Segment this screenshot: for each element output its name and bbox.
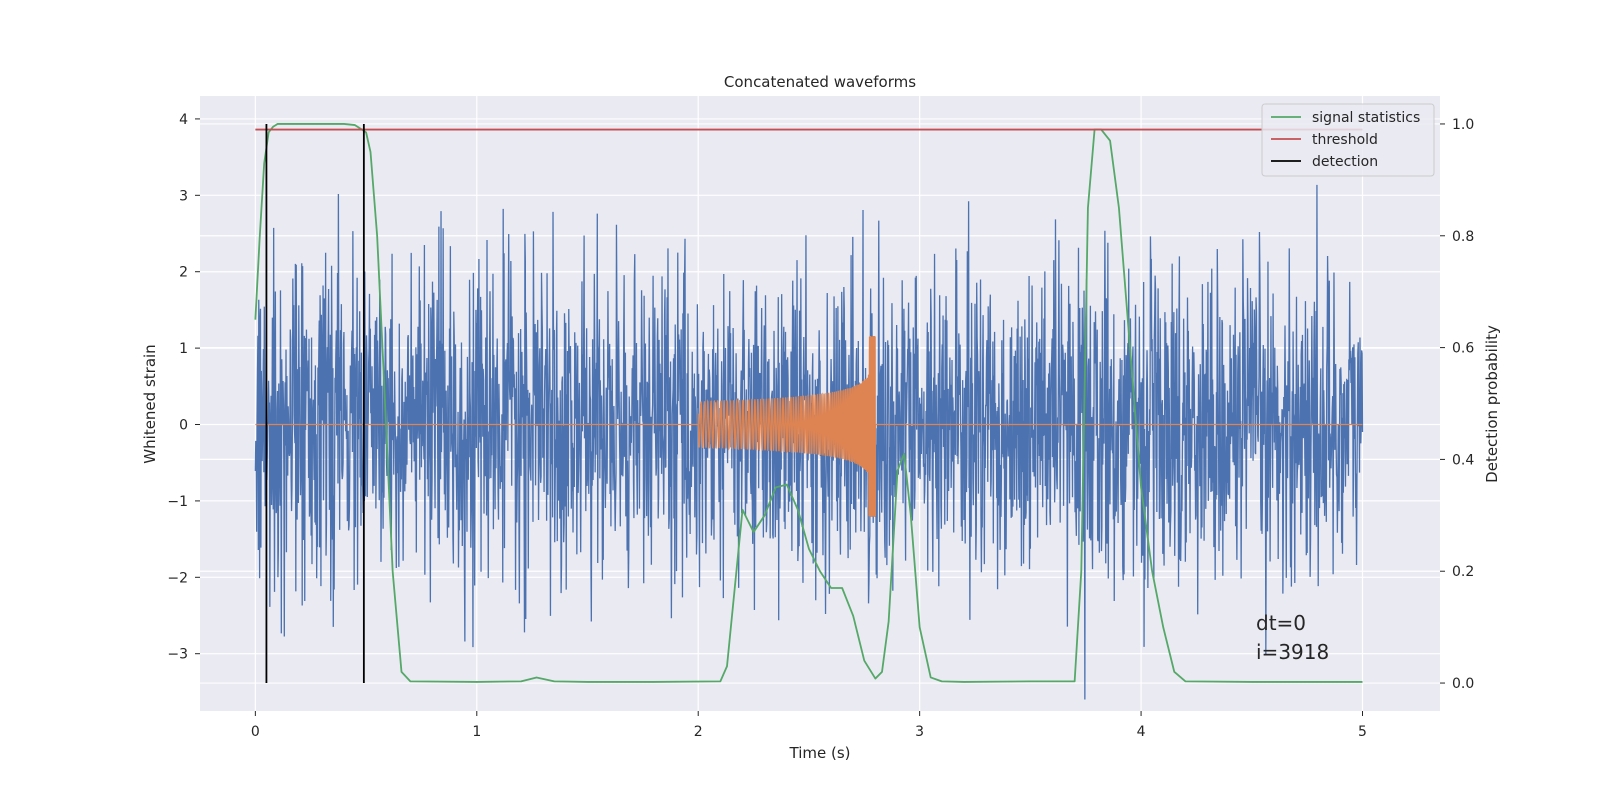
legend-label-threshold: threshold (1312, 132, 1378, 148)
y-axis-label-right: Detection probability (1483, 325, 1501, 483)
x-axis-label: Time (s) (789, 744, 851, 762)
y-tick-label: −2 (167, 570, 188, 586)
y-tick-label: −3 (167, 647, 188, 663)
y-right-tick-label: 0.8 (1452, 229, 1474, 245)
legend-label-signal: signal statistics (1312, 110, 1420, 126)
y-right-tick-label: 0.4 (1452, 452, 1474, 468)
chart-title: Concatenated waveforms (724, 73, 916, 91)
legend-label-detection: detection (1312, 154, 1378, 170)
y-right-tick-label: 0.2 (1452, 564, 1474, 580)
annotation-dt: dt=0 (1256, 611, 1306, 635)
x-tick-label: 4 (1137, 724, 1146, 740)
y-tick-label: 1 (179, 341, 188, 357)
annotation-i: i=3918 (1256, 640, 1329, 664)
y-tick-label: 3 (179, 188, 188, 204)
y-right-tick-label: 0.6 (1452, 341, 1474, 357)
x-tick-label: 3 (915, 724, 924, 740)
y-right-tick-label: 1.0 (1452, 117, 1474, 133)
x-tick-label: 2 (694, 724, 703, 740)
legend-box (1261, 103, 1435, 177)
x-tick-label: 1 (472, 724, 481, 740)
y-tick-label: 2 (179, 265, 188, 281)
y-tick-label: 0 (179, 418, 188, 434)
injection-trace (255, 336, 1363, 517)
ticks: 0 1 2 3 4 5 −3 −2 −1 0 1 2 3 4 0.0 0.2 0.4 0.6 0.8 1.0 (167, 112, 1474, 740)
x-tick-label: 0 (251, 724, 260, 740)
y-axis-label: Whitened strain (141, 344, 159, 463)
x-tick-label: 5 (1358, 724, 1367, 740)
y-right-tick-label: 0.0 (1452, 676, 1474, 692)
traces (254, 184, 1364, 700)
y-tick-label: 4 (179, 112, 188, 128)
right-traces (254, 123, 1363, 684)
y-tick-label: −1 (167, 494, 188, 510)
legend: signal statistics threshold detection (1261, 103, 1435, 177)
